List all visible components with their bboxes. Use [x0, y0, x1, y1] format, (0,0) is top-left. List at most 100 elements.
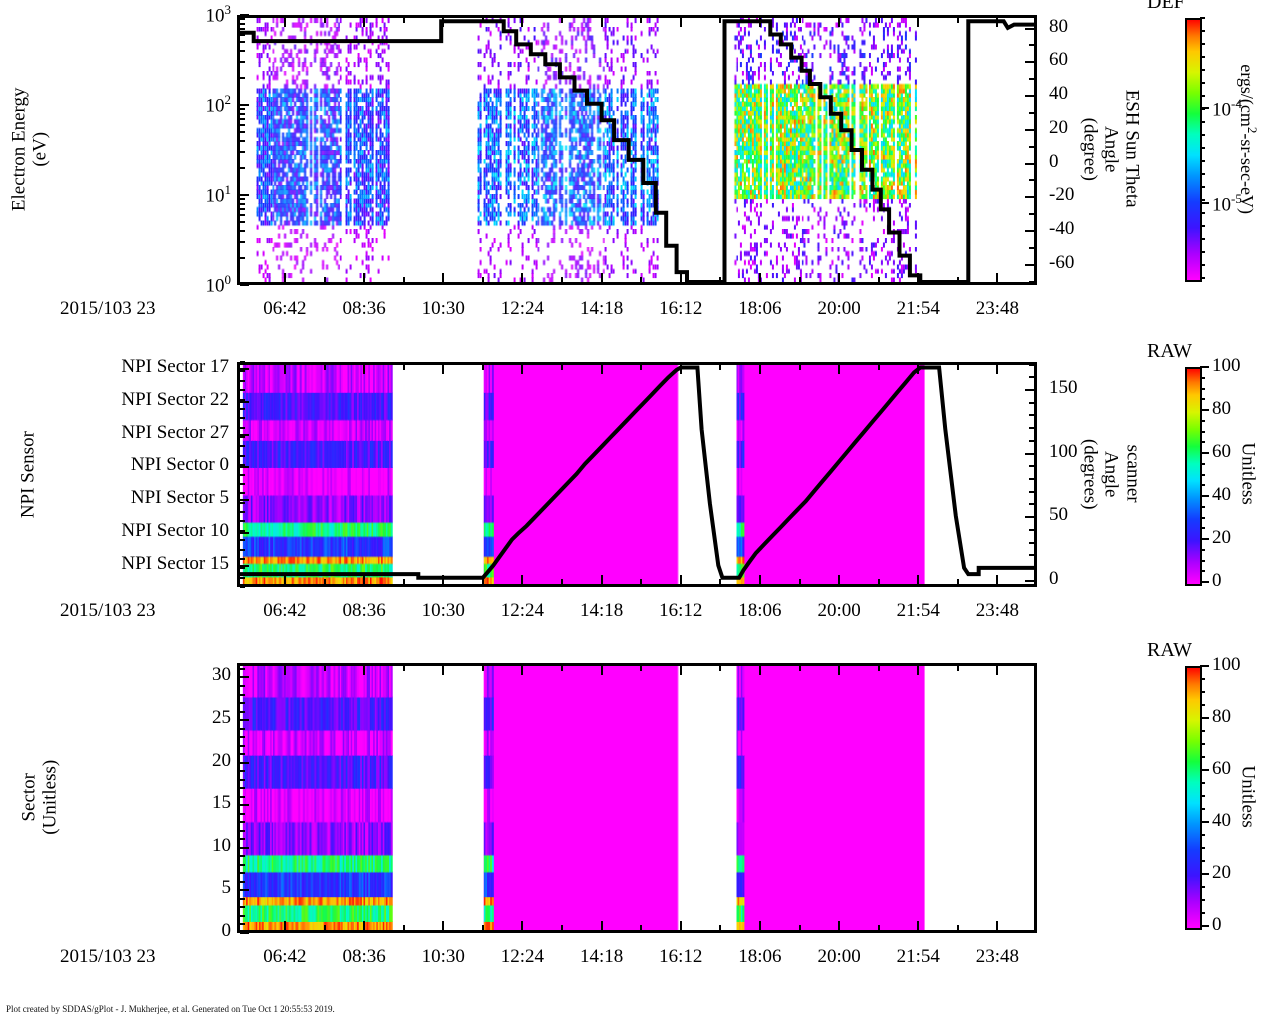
panel3-y-minor-tick	[240, 702, 245, 705]
panel1-x-major-tick	[758, 273, 761, 282]
panel1-plot-area	[240, 18, 1034, 282]
colorbar2-minor-tick	[1200, 505, 1205, 508]
colorbar1-minor-tick	[1200, 147, 1205, 149]
colorbar3-ticklabel: 40	[1212, 810, 1231, 831]
panel2-y-minor-tick	[240, 445, 245, 448]
panel3-x-major-tick	[679, 921, 682, 930]
panel3-y-minor-tick	[240, 880, 245, 883]
panel2-x-minor-tick	[877, 579, 880, 584]
panel1-x-major-tick	[600, 273, 603, 282]
colorbar1-minor-tick	[1200, 238, 1205, 240]
panel2-x-minor-tick	[719, 579, 722, 584]
panel2-right-minor-tick	[1029, 414, 1034, 417]
panel3-x-minor-tick	[640, 925, 643, 930]
panel1-y-minor-tick	[240, 151, 245, 154]
panel2-x-ticklabel: 18:06	[738, 600, 782, 621]
colorbar1-unit-label: ergs/(cm2-sr-sec-eV)	[1237, 64, 1261, 214]
panel2-right-minor-tick	[1029, 541, 1034, 544]
panel2-x-top-minor-tick	[323, 365, 326, 370]
panel3-y-minor-tick	[240, 829, 245, 832]
panel2-right-minor-tick	[1029, 465, 1034, 468]
panel1-x-major-tick	[996, 273, 999, 282]
colorbar1-minor-tick	[1200, 17, 1205, 19]
panel2-x-ticklabel: 23:48	[975, 600, 1020, 621]
panel1-right-major-tick	[1025, 128, 1034, 131]
panel2-y-ticklabel: NPI Sector 0	[130, 454, 229, 476]
panel3-x-top-tick	[996, 666, 999, 675]
panel3-x-top-minor-tick	[481, 666, 484, 671]
panel2-x-top-minor-tick	[561, 365, 563, 370]
panel3-y-ticklabel: 15	[212, 792, 231, 814]
colorbar1-tick	[1200, 201, 1209, 204]
panel2-y-minor-tick	[240, 492, 245, 495]
colorbar1-minor-tick	[1200, 69, 1205, 71]
colorbar2	[1185, 367, 1202, 586]
panel1-y-ticklabel: 102	[205, 92, 232, 117]
panel1-y-minor-tick	[240, 202, 245, 205]
panel3-x-top-minor-tick	[640, 666, 643, 671]
panel2-right-ticklabel: 0	[1049, 567, 1059, 589]
panel3-y-minor-tick	[240, 710, 245, 713]
panel2-y-ticklabel: NPI Sector 5	[130, 487, 229, 509]
panel1-right-minor-tick	[1029, 246, 1034, 249]
colorbar1-minor-tick	[1200, 264, 1205, 266]
panel1-x-top-tick	[838, 18, 841, 27]
panel2-y-minor-tick	[240, 586, 245, 588]
panel2-y-minor-tick	[240, 548, 245, 551]
colorbar2-ticklabel: 60	[1212, 441, 1231, 462]
panel2-x-top-minor-tick	[640, 365, 643, 370]
panel1-y-minor-tick	[240, 123, 245, 126]
panel1-x-top-tick	[521, 18, 524, 27]
panel3-x-top-minor-tick	[402, 666, 405, 671]
colorbar2-ticklabel: 20	[1212, 527, 1231, 548]
panel2-x-major-tick	[283, 575, 286, 584]
panel1-y-minor-tick	[240, 41, 245, 44]
colorbar1-minor-tick	[1200, 121, 1205, 123]
colorbar1-minor-tick	[1200, 56, 1205, 58]
panel2-y-axis-title-line1: NPI Sensor	[17, 430, 39, 518]
panel3-x-top-minor-tick	[561, 666, 563, 671]
panel2-x-top-tick	[442, 365, 445, 374]
panel3-y-axis-title-line1: Sector	[18, 773, 40, 822]
colorbar1-ticklabel: 10-5	[1212, 190, 1242, 215]
panel1-right-minor-tick	[1029, 280, 1034, 283]
panel2-right-minor-tick	[1029, 427, 1034, 430]
colorbar2-minor-tick	[1200, 366, 1205, 368]
panel3-y-ticklabel: 0	[221, 920, 232, 941]
panel1-date-label: 2015/103 23	[60, 298, 156, 319]
panel1-x-top-tick	[283, 18, 286, 27]
panel1-y-minor-tick	[240, 131, 245, 134]
panel1-y-minor-tick	[240, 61, 245, 64]
panel2-x-ticklabel: 16:12	[659, 600, 703, 621]
panel1-x-ticklabel: 14:18	[579, 298, 624, 319]
panel1-x-minor-tick	[798, 277, 801, 282]
panel2-y-minor-tick	[240, 464, 245, 467]
colorbar3-title: RAW	[1147, 639, 1193, 661]
colorbar3-minor-tick	[1200, 769, 1205, 771]
panel3-y-minor-tick	[240, 667, 245, 670]
panel3-x-top-tick	[679, 666, 682, 675]
colorbar3-minor-tick	[1200, 821, 1205, 823]
panel1-x-major-tick	[679, 273, 682, 282]
colorbar2-minor-tick	[1200, 484, 1205, 487]
panel2-right-minor-tick	[1029, 376, 1034, 379]
panel2-right-ticklabel: 50	[1049, 504, 1068, 526]
panel3-x-ticklabel: 20:00	[817, 946, 861, 967]
panel3-x-ticklabel: 21:54	[896, 946, 940, 967]
panel3-x-top-minor-tick	[798, 666, 801, 671]
panel1-y-minor-tick	[240, 241, 245, 244]
panel2-y-ticklabel: NPI Sector 10	[121, 520, 229, 542]
colorbar2-minor-tick	[1200, 398, 1205, 401]
panel3-x-minor-tick	[561, 925, 563, 930]
panel1-x-minor-tick	[719, 277, 722, 282]
colorbar2-minor-tick	[1200, 516, 1205, 519]
panel2-x-major-tick	[917, 575, 920, 584]
panel1-x-major-tick	[838, 273, 841, 282]
colorbar3-minor-tick	[1200, 782, 1205, 784]
panel2-x-major-tick	[521, 575, 524, 584]
panel3-x-top-tick	[600, 666, 603, 675]
colorbar1-minor-tick	[1200, 251, 1205, 253]
colorbar1-minor-tick	[1200, 186, 1205, 188]
panel2-x-major-tick	[363, 575, 366, 584]
panel1-x-major-tick	[363, 273, 366, 282]
